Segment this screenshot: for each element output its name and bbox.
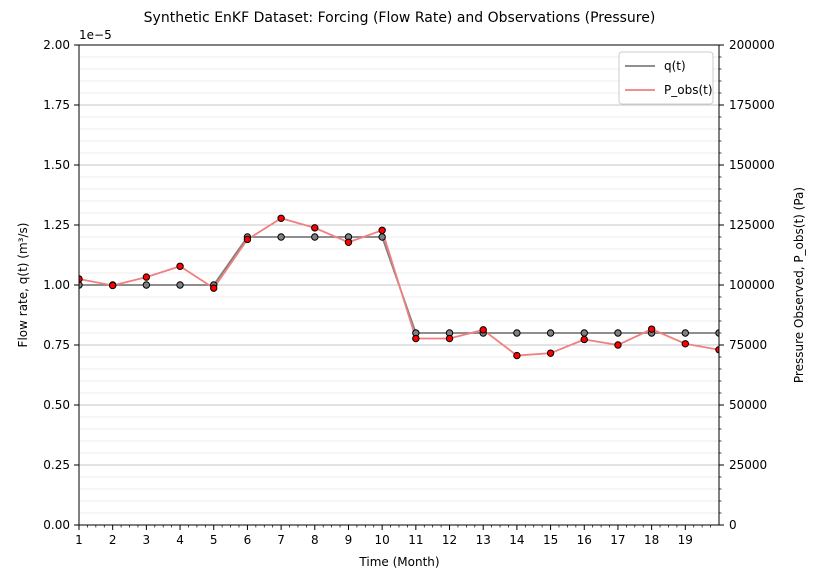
- legend-label-q: q(t): [664, 59, 686, 73]
- series-point-q: [546, 329, 555, 337]
- right-y-tick-label: 50000: [729, 398, 767, 412]
- x-tick-label: 11: [408, 533, 423, 547]
- left-axis-offset-label: 1e−5: [79, 28, 112, 42]
- left-y-tick-label: 2.00: [43, 38, 70, 52]
- left-y-tick-label: 1.25: [43, 218, 70, 232]
- series-point-q: [614, 329, 622, 337]
- right-y-tick-label: 0: [729, 518, 737, 532]
- series-point-p: [378, 226, 386, 234]
- series-point-p: [412, 334, 420, 343]
- series-point-q: [580, 329, 588, 337]
- x-tick-label: 14: [509, 533, 524, 547]
- x-tick-label: 3: [143, 533, 151, 547]
- x-tick-label: 8: [311, 533, 319, 547]
- left-y-tick-label: 0.50: [43, 398, 70, 412]
- left-y-tick-label: 0.25: [43, 458, 70, 472]
- series-point-p: [479, 326, 487, 334]
- x-tick-label: 1: [75, 533, 83, 547]
- series-layer: [79, 214, 719, 360]
- left-y-tick-label: 0.00: [43, 518, 70, 532]
- series-point-p: [647, 325, 656, 333]
- series-point-p: [243, 235, 252, 244]
- series-point-p: [513, 351, 521, 360]
- x-tick-label: 10: [375, 533, 390, 547]
- x-tick-label: 2: [109, 533, 117, 547]
- series-point-p: [580, 335, 588, 344]
- x-tick-label: 7: [277, 533, 285, 547]
- right-y-tick-label: 125000: [729, 218, 775, 232]
- left-y-tick-label: 1.00: [43, 278, 70, 292]
- x-tick-label: 15: [543, 533, 558, 547]
- right-y-axis-label: Pressure Observed, P_obs(t) (Pa): [792, 187, 806, 383]
- series-point-p: [277, 214, 285, 222]
- series-point-p: [445, 334, 454, 343]
- series-line-p: [79, 217, 719, 357]
- x-tick-label: 5: [210, 533, 218, 547]
- x-tick-label: 18: [644, 533, 659, 547]
- x-tick-label: 9: [345, 533, 353, 547]
- right-y-tick-label: 75000: [729, 338, 767, 352]
- series-point-p: [210, 284, 218, 292]
- x-tick-label: 19: [678, 533, 693, 547]
- chart-title: Synthetic EnKF Dataset: Forcing (Flow Ra…: [144, 10, 656, 26]
- legend-box: [618, 51, 714, 105]
- series-point-q: [513, 329, 521, 337]
- series-point-q: [176, 281, 184, 289]
- series-point-p: [176, 262, 184, 270]
- right-y-tick-label: 100000: [729, 278, 775, 292]
- x-tick-label: 17: [610, 533, 625, 547]
- left-y-tick-label: 1.75: [43, 98, 70, 112]
- x-tick-label: 4: [176, 533, 184, 547]
- right-y-tick-label: 25000: [729, 458, 767, 472]
- series-point-q: [681, 329, 690, 337]
- grid-layer: [79, 56, 719, 514]
- series-point-q: [378, 233, 386, 241]
- left-y-axis-label: Flow rate, q(t) (m³/s): [16, 223, 30, 348]
- series-point-p: [681, 340, 690, 348]
- x-tick-label: 16: [577, 533, 592, 547]
- x-tick-label: 6: [244, 533, 252, 547]
- series-point-q: [142, 281, 151, 289]
- series-point-q: [277, 233, 285, 241]
- axes-layer: 1 2 3 4 5 6 7 8 9 10 11 12 13 14 15 16 17 18 190.000.250.5…: [43, 38, 775, 547]
- legend-label-p: P_obs(t): [664, 83, 713, 97]
- x-tick-label: 13: [476, 533, 491, 547]
- right-y-tick-label: 175000: [729, 98, 775, 112]
- series-point-p: [344, 238, 353, 246]
- legend: q(t) P_obs(t): [618, 51, 714, 105]
- series-point-p: [108, 281, 117, 290]
- x-tick-label: 12: [442, 533, 457, 547]
- left-y-tick-label: 1.50: [43, 158, 70, 172]
- right-y-tick-label: 200000: [729, 38, 775, 52]
- left-y-tick-label: 0.75: [43, 338, 70, 352]
- series-point-p: [311, 224, 319, 232]
- series-point-p: [142, 273, 151, 281]
- series-point-q: [311, 233, 319, 241]
- series-point-p: [546, 349, 555, 357]
- right-y-tick-label: 150000: [729, 158, 775, 172]
- series-point-p: [614, 341, 622, 349]
- x-axis-label: Time (Month): [358, 555, 439, 569]
